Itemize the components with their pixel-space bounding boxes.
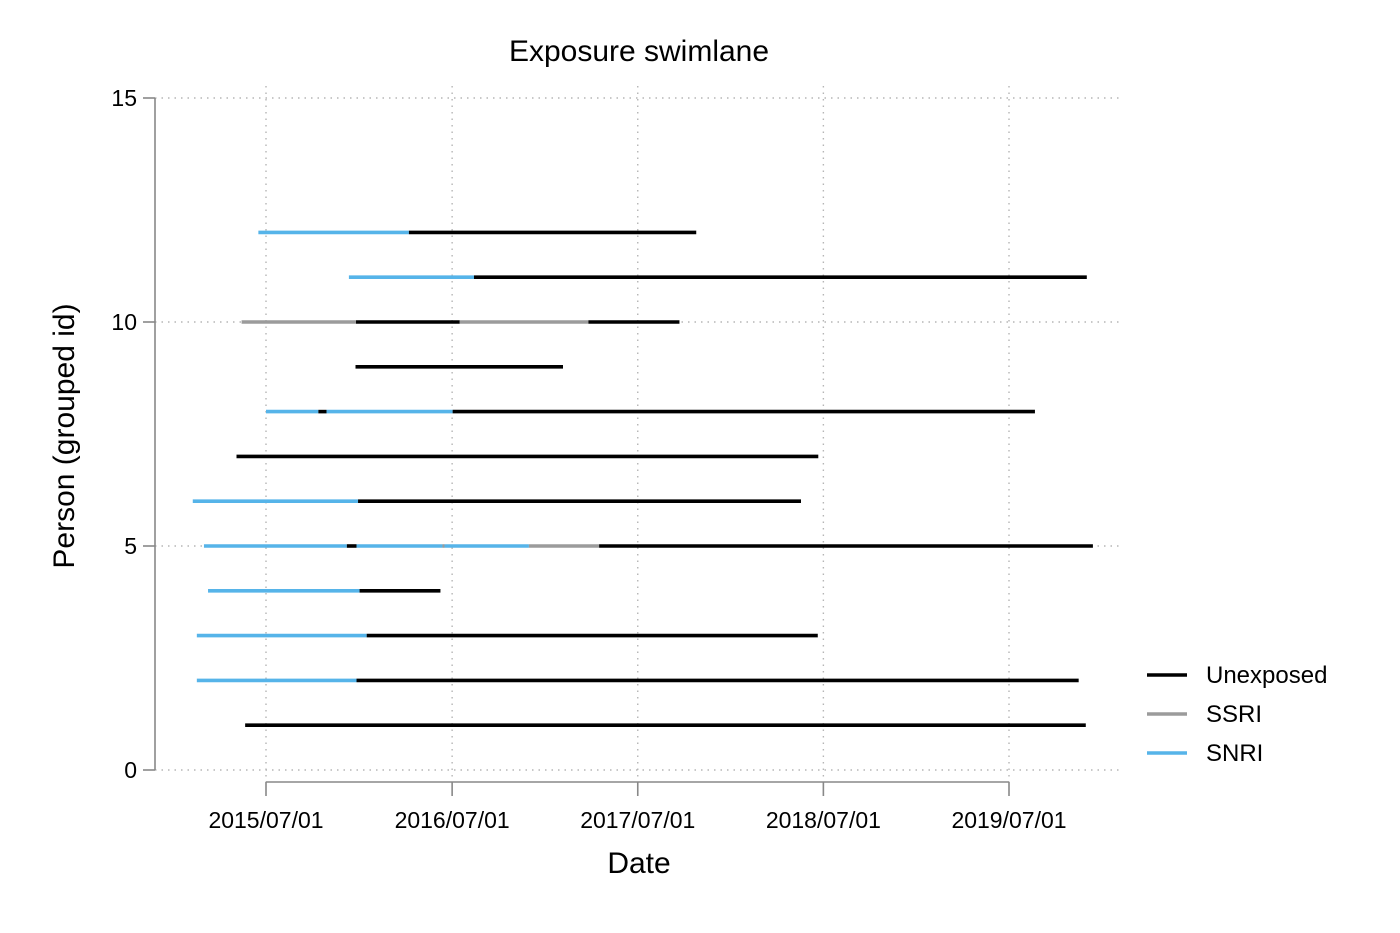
x-tick-label: 2018/07/01 (766, 807, 881, 833)
x-tick-label: 2016/07/01 (395, 807, 510, 833)
axes: 0 5 10 15 2015/07/01 2016/07/01 2017/07/01 2018… (111, 85, 1066, 833)
x-tick-label: 2015/07/01 (208, 807, 323, 833)
x-axis-title: Date (607, 847, 670, 880)
y-tick-label: 0 (124, 757, 137, 783)
y-axis-title: Person (grouped id) (48, 303, 81, 568)
x-tick-label: 2019/07/01 (951, 807, 1066, 833)
legend: Unexposed SSRI SNRI (1147, 662, 1327, 767)
chart-title: Exposure swimlane (509, 35, 769, 68)
y-tick-label: 15 (111, 85, 137, 111)
swimlane-bars (192, 230, 1093, 728)
legend-label: SNRI (1206, 740, 1263, 767)
legend-label: SSRI (1206, 701, 1262, 728)
x-tick-label: 2017/07/01 (580, 807, 695, 833)
legend-label: Unexposed (1206, 662, 1327, 689)
gridlines (155, 86, 1120, 782)
y-tick-label: 5 (124, 533, 137, 559)
y-tick-label: 10 (111, 309, 137, 335)
